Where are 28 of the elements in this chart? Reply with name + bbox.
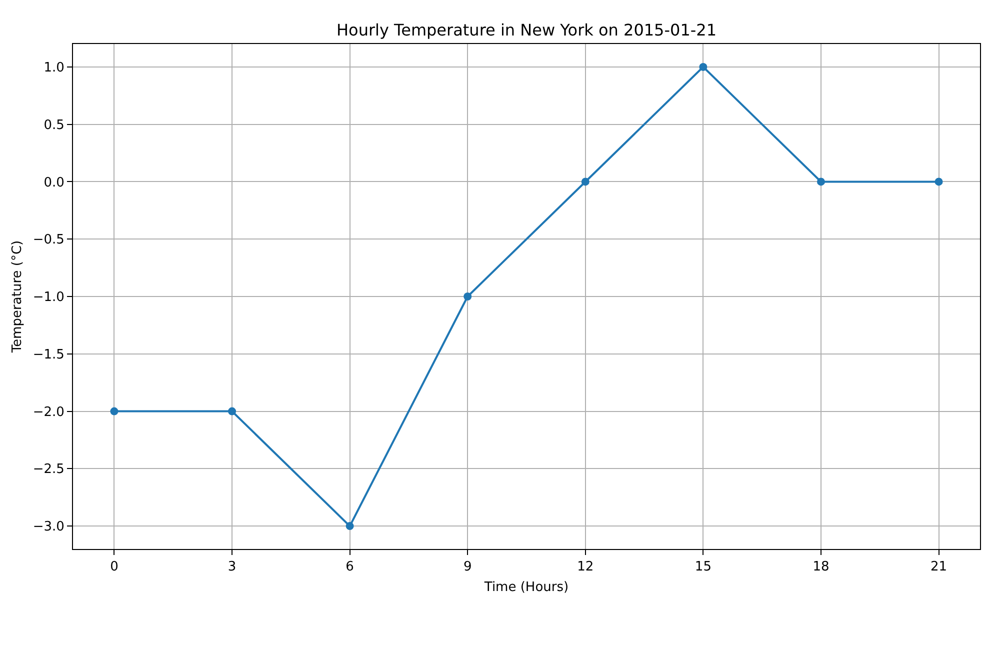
- x-tick-label: 6: [346, 560, 354, 575]
- x-axis-title: Time (Hours): [483, 580, 569, 596]
- y-tick-label: 0.5: [44, 118, 64, 133]
- x-tick-label: 18: [812, 560, 830, 575]
- x-tick-label: 15: [694, 560, 712, 575]
- x-tick-label: 12: [577, 560, 594, 575]
- y-tick-label: −3.0: [32, 520, 64, 535]
- y-tick-label: 0.0: [44, 175, 64, 190]
- point: [228, 407, 236, 416]
- y-tick-label: −2.5: [32, 462, 64, 478]
- point: [699, 62, 708, 71]
- y-tick-label: 1.0: [44, 60, 64, 76]
- point: [581, 178, 590, 186]
- chart-title: Hourly Temperature in New York on 2015-01-21: [336, 20, 716, 40]
- point: [110, 407, 118, 416]
- x-tick-label: 21: [930, 560, 948, 575]
- y-axis-title: Temperature (°C): [10, 240, 25, 354]
- point: [934, 178, 943, 186]
- point: [346, 522, 354, 530]
- x-tick-label: 9: [463, 560, 472, 575]
- x-tick-label: 0: [110, 560, 118, 575]
- y-tick-label: −1.5: [32, 347, 64, 362]
- x-tick-label: 3: [228, 560, 236, 575]
- point: [816, 178, 825, 186]
- y-tick-label: −2.0: [32, 404, 64, 420]
- y-tick-label: −1.0: [32, 290, 64, 306]
- y-tick-label: −0.5: [32, 232, 64, 248]
- point: [464, 292, 472, 300]
